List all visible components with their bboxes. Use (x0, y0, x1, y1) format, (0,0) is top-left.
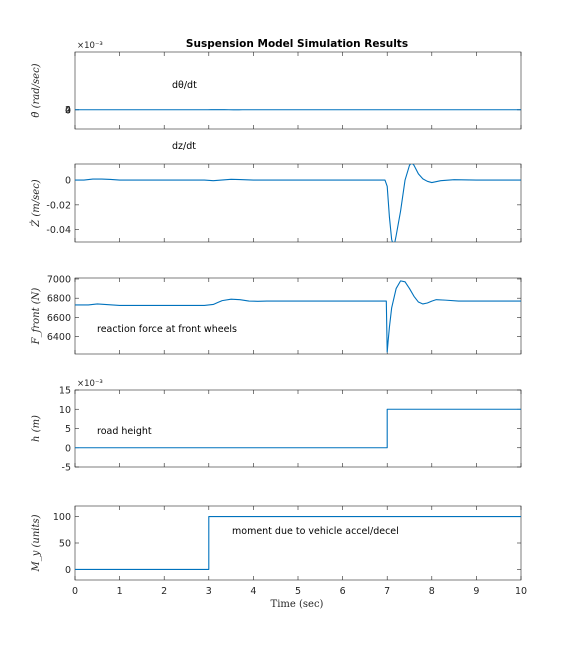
series-line (75, 280, 521, 353)
y-tick-label: 50 (59, 539, 71, 550)
subplot-3: 6400 6600 6800 7000 F_front (N) reaction forc… (31, 274, 522, 355)
subplot-1: 024 ×10⁻³ θ̇ (rad/sec) dθ/dt (31, 41, 522, 130)
y-tick-label: -0.04 (46, 225, 71, 236)
annotation-label: dz/dt (172, 141, 196, 152)
y-tick-label: 15 (59, 386, 71, 397)
annotation-label: moment due to vehicle accel/decel (232, 526, 399, 537)
x-tick-label: 0 (72, 586, 78, 597)
y-tick-label: 100 (53, 512, 71, 523)
x-axis-label: Time (sec) (271, 599, 324, 610)
x-tick-label: 7 (384, 586, 390, 597)
y-tick-label: 6800 (47, 294, 71, 305)
y-exponent-label: ×10⁻³ (77, 379, 103, 389)
x-tick-label: 1 (117, 586, 123, 597)
x-tick-label: 3 (206, 586, 212, 597)
y-tick-label: 6400 (47, 332, 71, 343)
y-axis-label: h (m) (31, 415, 42, 442)
x-tick-label: 8 (429, 586, 435, 597)
series-line (75, 516, 521, 570)
annotation-label: reaction force at front wheels (97, 324, 237, 335)
y-tick-label: 10 (59, 405, 71, 416)
y-axis-label: F_front (N) (31, 288, 42, 346)
y-tick-label: 0 (65, 565, 71, 576)
annotation-label: dθ/dt (172, 80, 197, 91)
x-tick-label: 6 (340, 586, 346, 597)
y-axis-label: θ̇ (rad/sec) (31, 63, 42, 117)
y-tick-label: 6600 (47, 313, 71, 324)
y-tick-label: 7000 (47, 274, 71, 285)
x-tick-label: 4 (250, 586, 256, 597)
series-line (75, 408, 521, 449)
y-tick-label: 0 (65, 176, 71, 187)
y-tick-label: -5 (62, 463, 71, 474)
x-tick-label: 5 (295, 586, 301, 597)
y-tick-label: 0 (65, 105, 71, 116)
subplot-4: -5 0 5 10 15 ×10⁻³ h (m) road height (31, 379, 522, 474)
y-tick-label: 4 (65, 105, 71, 116)
y-axis-label: M_y (units) (31, 514, 42, 572)
y-exponent-label: ×10⁻³ (77, 41, 103, 51)
annotation-label: road height (97, 426, 152, 437)
y-tick-label: 0 (65, 443, 71, 454)
x-tick-label: 2 (161, 586, 167, 597)
figure-title: Suspension Model Simulation Results (186, 38, 408, 50)
y-axis-label: Ż (m/sec) (30, 179, 42, 228)
y-tick-label: 2 (65, 105, 71, 116)
y-tick-label: -0.02 (46, 200, 71, 211)
x-tick-label: 9 (473, 586, 479, 597)
series-line (75, 164, 521, 242)
x-tick-label: 10 (515, 586, 527, 597)
y-tick-label: 5 (65, 424, 71, 435)
subplot-2: -0.04 -0.02 0 Ż (m/sec) dz/dt (30, 141, 522, 243)
